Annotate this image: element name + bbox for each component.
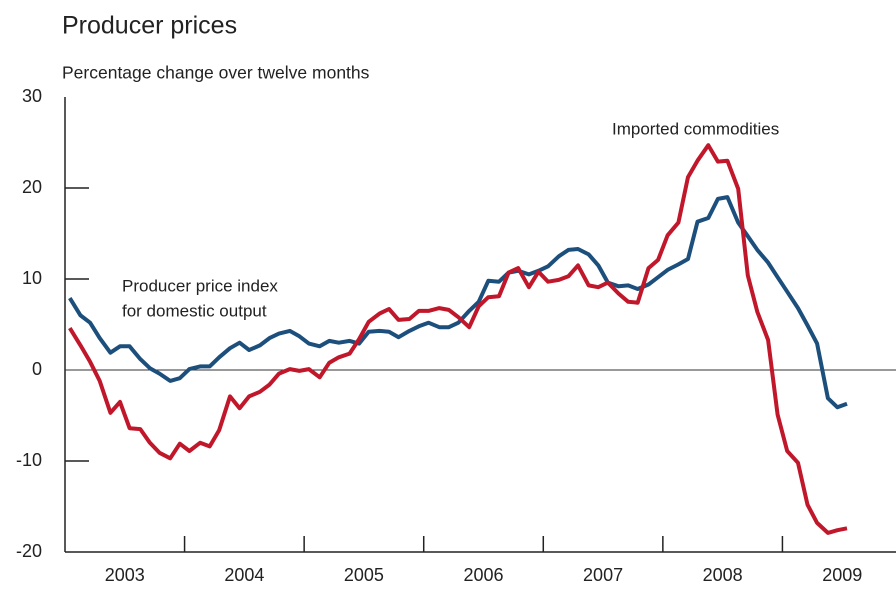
y-tick-label: -20 (16, 541, 42, 561)
x-tick-label: 2003 (105, 565, 145, 585)
x-tick-label: 2008 (703, 565, 743, 585)
x-tick-label: 2007 (583, 565, 623, 585)
annotation: Producer price index (122, 276, 278, 295)
y-tick-label: 30 (22, 86, 42, 106)
x-tick-label: 2005 (344, 565, 384, 585)
series-line (68, 195, 848, 410)
series-line (68, 143, 848, 535)
x-tick-label: 2009 (822, 565, 862, 585)
y-tick-label: 20 (22, 177, 42, 197)
x-tick-label: 2006 (463, 565, 503, 585)
y-tick-label: 10 (22, 268, 42, 288)
annotation: for domestic output (122, 301, 267, 320)
chart-title: Producer prices (62, 12, 237, 40)
y-tick-label: 0 (32, 359, 42, 379)
x-tick-label: 2004 (224, 565, 264, 585)
chart-subtitle: Percentage change over twelve months (62, 63, 370, 83)
annotation: Imported commodities (612, 119, 779, 138)
y-tick-label: -10 (16, 450, 42, 470)
